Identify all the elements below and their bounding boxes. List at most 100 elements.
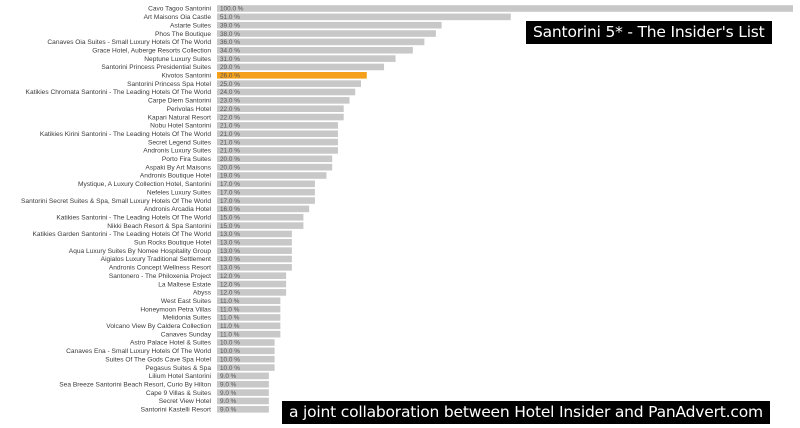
value-label: 13.0 % xyxy=(220,231,240,238)
category-label: Phos The Boutique xyxy=(155,31,211,38)
value-label: 36.0 % xyxy=(220,39,240,46)
bar xyxy=(217,105,344,112)
bar xyxy=(217,330,281,338)
category-label: Santonero - The Philoxenia Project xyxy=(109,273,211,280)
bar xyxy=(217,339,275,346)
bar-highlighted xyxy=(217,72,367,79)
value-label: 31.0 % xyxy=(220,56,240,63)
bar xyxy=(217,305,281,313)
category-label: Porto Fira Suites xyxy=(162,156,212,163)
value-label: 11.0 % xyxy=(220,298,240,305)
value-label: 12.0 % xyxy=(220,273,240,280)
value-label: 15.0 % xyxy=(220,214,240,221)
bar xyxy=(217,97,350,104)
value-label: 29.0 % xyxy=(220,64,240,71)
bar xyxy=(217,372,269,380)
bar xyxy=(217,180,315,188)
category-label: Grace Hotel, Auberge Resorts Collection xyxy=(92,47,211,54)
bar xyxy=(217,80,361,87)
bar xyxy=(217,380,269,388)
value-label: 22.0 % xyxy=(220,106,240,113)
value-label: 10.0 % xyxy=(220,365,240,372)
bar xyxy=(217,264,292,271)
value-label: 19.0 % xyxy=(220,173,240,180)
value-label: 24.0 % xyxy=(220,89,240,96)
value-label: 10.0 % xyxy=(220,356,240,363)
category-label: Santorini Kastelli Resort xyxy=(141,407,212,414)
bar xyxy=(217,46,413,54)
category-label: Katikies Kirini Santorini - The Leading … xyxy=(40,131,211,138)
bar xyxy=(217,155,333,163)
category-label: Cavo Tagoo Santorini xyxy=(148,6,211,13)
category-label: Andronis Luxury Suites xyxy=(143,148,212,155)
category-label: Andronis Boutique Hotel xyxy=(140,173,212,180)
bar xyxy=(217,247,292,254)
value-label: 51.0 % xyxy=(220,14,240,21)
category-label: Sun Rocks Boutique Hotel xyxy=(134,240,212,247)
bar xyxy=(217,314,281,321)
value-label: 20.0 % xyxy=(220,156,240,163)
value-label: 11.0 % xyxy=(220,331,240,338)
value-label: 9.0 % xyxy=(220,373,237,380)
bar xyxy=(217,163,333,171)
category-label: Art Maisons Oia Castle xyxy=(144,14,212,21)
bar xyxy=(217,406,269,413)
bar xyxy=(217,364,275,371)
category-label: Katikies Chromata Santorini - The Leadin… xyxy=(26,89,212,96)
bar xyxy=(217,389,269,396)
category-label: Suites Of The Gods Cave Spa Hotel xyxy=(105,356,211,363)
value-label: 15.0 % xyxy=(220,223,240,230)
category-label: Aqua Luxury Suites By Nomee Hospitality … xyxy=(69,248,212,255)
value-label: 10.0 % xyxy=(220,340,240,347)
category-label: Mystique, A Luxury Collection Hotel, San… xyxy=(78,181,212,188)
category-label: Secret Legend Suites xyxy=(148,139,212,146)
category-label: Perivolas Hotel xyxy=(167,106,212,113)
bar xyxy=(217,13,511,21)
bar xyxy=(217,55,396,62)
value-label: 39.0 % xyxy=(220,22,240,29)
bar xyxy=(217,322,281,330)
bar xyxy=(217,222,304,229)
bar xyxy=(217,272,287,279)
category-label: Nikki Beach Resort & Spa Santorini xyxy=(107,223,211,230)
category-label: Kapari Natural Resort xyxy=(148,114,212,121)
bar xyxy=(217,205,310,213)
value-label: 10.0 % xyxy=(220,348,240,355)
value-label: 11.0 % xyxy=(220,306,240,313)
category-label: Cape 9 Villas & Suites xyxy=(146,390,212,397)
value-label: 13.0 % xyxy=(220,265,240,272)
bar xyxy=(217,130,338,138)
category-label: Abyss xyxy=(193,290,212,297)
value-label: 12.0 % xyxy=(220,290,240,297)
category-label: Astro Palace Hotel & Suites xyxy=(130,340,212,347)
bar xyxy=(217,122,338,129)
value-label: 17.0 % xyxy=(220,189,240,196)
category-label: Secret View Hotel xyxy=(159,398,212,405)
category-label: Carpe Diem Santorini xyxy=(148,98,212,105)
bar xyxy=(217,172,327,179)
category-label: Aspaki By Art Maisons xyxy=(145,164,211,171)
value-label: 9.0 % xyxy=(220,381,237,388)
value-label: 34.0 % xyxy=(220,47,240,54)
bar xyxy=(217,30,436,37)
bar xyxy=(217,255,292,263)
bar xyxy=(217,21,442,29)
bar xyxy=(217,397,269,405)
category-label: Melidonia Suites xyxy=(163,315,212,322)
bar xyxy=(217,347,275,355)
category-label: Astarte Suites xyxy=(170,22,212,29)
category-label: Lilium Hotel Santorini xyxy=(149,373,212,380)
value-label: 11.0 % xyxy=(220,315,240,322)
value-label: 13.0 % xyxy=(220,240,240,247)
category-label: Santorini Princess Presidential Suites xyxy=(101,64,211,71)
value-label: 9.0 % xyxy=(220,398,237,405)
bar xyxy=(217,297,281,305)
value-label: 20.0 % xyxy=(220,164,240,171)
value-label: 21.0 % xyxy=(220,123,240,130)
bar xyxy=(217,289,287,296)
bar xyxy=(217,188,315,196)
value-label: 25.0 % xyxy=(220,81,240,88)
category-label: La Maltese Estate xyxy=(158,281,211,288)
bar xyxy=(217,63,385,71)
category-label: Canaves Oia Suites - Small Luxury Hotels… xyxy=(47,39,211,46)
